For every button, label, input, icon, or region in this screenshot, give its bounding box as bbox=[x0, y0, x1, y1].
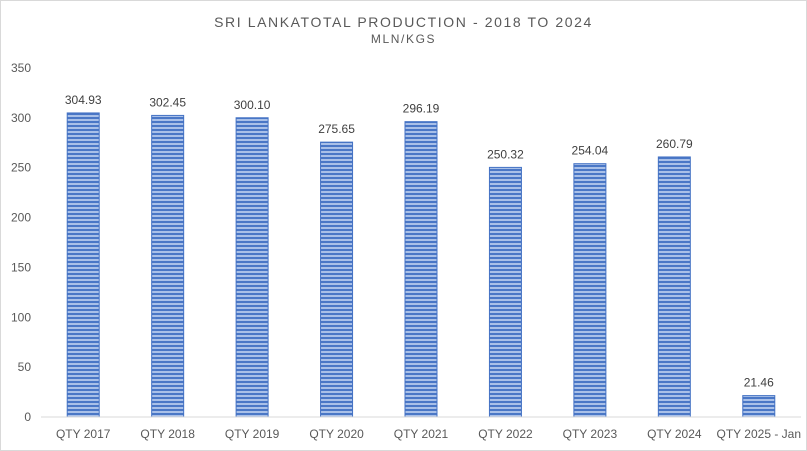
y-tick-label: 100 bbox=[11, 310, 31, 324]
y-tick-label: 50 bbox=[18, 360, 32, 374]
x-tick-label: QTY 2021 bbox=[394, 427, 449, 441]
x-tick-label: QTY 2023 bbox=[563, 427, 618, 441]
y-tick-label: 350 bbox=[11, 61, 31, 75]
y-axis: 0 50 100 150 200 250 300 350 bbox=[11, 61, 31, 424]
data-label: 254.04 bbox=[572, 144, 609, 158]
data-label: 302.45 bbox=[149, 95, 186, 109]
data-label: 275.65 bbox=[318, 122, 355, 136]
chart-title: SRI LANKATOTAL PRODUCTION - 2018 TO 2024 bbox=[214, 14, 593, 30]
y-tick-label: 0 bbox=[24, 410, 31, 424]
bar bbox=[151, 114, 185, 418]
x-axis: QTY 2017 QTY 2018 QTY 2019 QTY 2020 QTY 2021… bbox=[41, 416, 802, 441]
bar bbox=[742, 395, 776, 418]
data-label: 296.19 bbox=[403, 102, 440, 116]
x-tick-label: QTY 2017 bbox=[56, 427, 111, 441]
x-tick-label: QTY 2024 bbox=[647, 427, 702, 441]
x-tick-label: QTY 2018 bbox=[140, 427, 195, 441]
bar bbox=[573, 163, 607, 418]
data-label: 260.79 bbox=[656, 137, 693, 151]
y-tick-label: 250 bbox=[11, 161, 31, 175]
bar bbox=[235, 117, 269, 418]
data-label: 300.10 bbox=[234, 98, 271, 112]
x-tick-label: QTY 2019 bbox=[225, 427, 280, 441]
data-label: 250.32 bbox=[487, 147, 524, 161]
x-tick-label: QTY 2025 - Jan bbox=[717, 427, 802, 441]
x-tick-label: QTY 2022 bbox=[478, 427, 533, 441]
data-label: 304.93 bbox=[65, 93, 102, 107]
bar bbox=[404, 121, 438, 418]
bar bbox=[320, 141, 354, 418]
bar bbox=[488, 166, 522, 418]
bar bbox=[66, 112, 100, 418]
bars: 304.93 302.45 300.10 275.65 296.19 250.32 254.… bbox=[65, 93, 776, 418]
data-label: 21.46 bbox=[744, 376, 774, 390]
y-tick-label: 200 bbox=[11, 211, 31, 225]
x-tick-label: QTY 2020 bbox=[309, 427, 364, 441]
title-block: SRI LANKATOTAL PRODUCTION - 2018 TO 2024… bbox=[1, 13, 806, 48]
y-tick-label: 150 bbox=[11, 260, 31, 274]
bar bbox=[657, 156, 691, 418]
chart-subtitle: MLN/KGS bbox=[370, 32, 437, 46]
y-tick-label: 300 bbox=[11, 111, 31, 125]
